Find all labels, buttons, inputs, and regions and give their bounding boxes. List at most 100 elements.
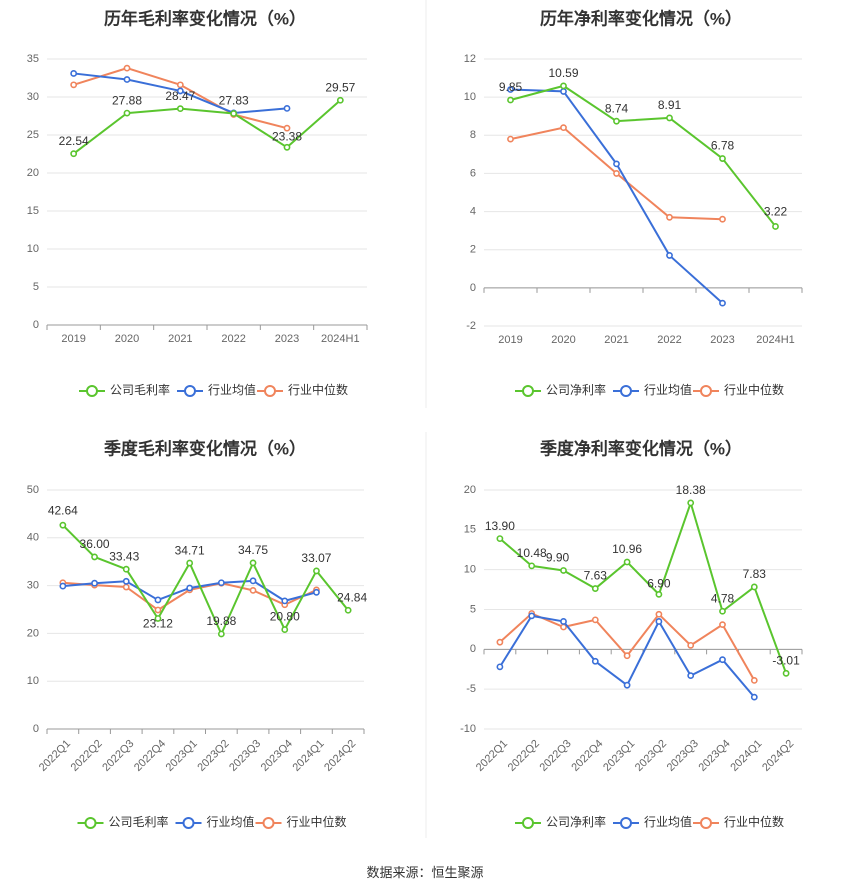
legend-label: 行业均值 [207, 814, 255, 829]
data-label: 24.84 [337, 590, 367, 604]
x-tick-label: 2023Q2 [195, 738, 231, 774]
data-point-industry_avg [613, 160, 620, 168]
x-tick-label: 2022Q2 [506, 738, 542, 774]
data-point-company [623, 558, 631, 566]
data-label: 23.38 [272, 129, 302, 143]
data-point-company [176, 105, 184, 113]
data-point-industry_median [176, 81, 184, 89]
x-tick-label: 2022 [657, 334, 681, 346]
data-point-industry_avg [560, 88, 567, 95]
y-tick-label: 0 [470, 282, 476, 294]
y-tick-label: 5 [33, 281, 39, 293]
x-tick-label: 2023 [710, 334, 734, 346]
data-label: 9.85 [499, 80, 523, 94]
x-tick-label: 2019 [61, 333, 85, 345]
legend-swatch-marker [262, 817, 275, 829]
data-point-industry_median [283, 124, 291, 132]
y-tick-label: 20 [464, 484, 476, 496]
data-point-company [344, 606, 352, 614]
data-label: 27.83 [219, 94, 249, 108]
x-tick-label: 2022Q3 [538, 738, 574, 774]
data-label: 10.96 [612, 542, 642, 556]
data-point-company [336, 96, 344, 104]
data-point-industry_avg [591, 657, 599, 665]
y-tick-label: 10 [464, 564, 476, 576]
data-label: 3.22 [764, 205, 788, 219]
x-tick-label: 2021 [604, 334, 628, 346]
x-tick-label: 2023Q4 [259, 738, 295, 774]
data-point-company [560, 567, 567, 574]
legend-swatch-marker [620, 385, 632, 397]
chart-panel-1: 历年毛利率变化情况（%） 0 5 10 15 20 25 30 35 2019 2020 2021 20… [27, 8, 368, 397]
legend-label: 公司毛利率 [109, 814, 169, 829]
legend-swatch-marker [182, 817, 195, 829]
data-label: 23.12 [143, 617, 173, 631]
data-point-industry_avg [283, 105, 291, 112]
y-tick-label: 0 [470, 643, 476, 655]
legend-item-industry_median: 行业中位数 [255, 814, 347, 829]
legend-swatch-marker [184, 385, 196, 397]
data-label: 8.91 [658, 98, 682, 112]
legend-item-company: 公司净利率 [515, 814, 606, 829]
data-point-company [782, 669, 790, 677]
legend-item-industry_avg: 行业均值 [613, 814, 692, 829]
data-label: 29.57 [325, 80, 355, 94]
data-point-industry_avg [655, 618, 663, 625]
x-tick-label: 2023Q1 [164, 738, 200, 774]
data-point-company [249, 559, 257, 567]
x-tick-label: 2022 [221, 333, 245, 345]
data-label: 7.63 [584, 569, 608, 583]
data-point-company [719, 607, 726, 615]
data-point-industry_median [613, 170, 620, 177]
y-tick-label: 12 [464, 53, 476, 65]
chart-panel-2: 历年净利率变化情况（%） -2 0 2 4 6 8 10 12 2019 2020 2021 2022 2… [464, 8, 803, 397]
legend-swatch-marker [700, 817, 712, 829]
y-tick-label: 30 [27, 91, 39, 103]
x-tick-label: 2022Q4 [132, 738, 168, 774]
legend-label: 行业均值 [644, 814, 692, 829]
legend-swatch-marker [522, 817, 534, 829]
data-point-industry_median [496, 638, 504, 646]
legend-swatch-marker [700, 385, 712, 397]
data-point-industry_avg [59, 582, 67, 590]
data-point-industry_avg [560, 618, 567, 625]
data-point-industry_median [560, 124, 567, 132]
data-label: 7.83 [743, 567, 767, 581]
data-point-company [528, 562, 536, 570]
data-point-company [59, 521, 67, 529]
y-tick-label: -2 [466, 320, 476, 332]
data-label: 8.74 [605, 101, 629, 115]
x-tick-label: 2024Q1 [728, 738, 764, 774]
legend-item-industry_median: 行业中位数 [693, 814, 784, 829]
data-label: 33.43 [109, 549, 139, 563]
data-point-company [281, 626, 289, 633]
legend-label: 公司净利率 [546, 382, 606, 397]
legend: 公司净利率 行业均值 行业中位数 [515, 382, 784, 397]
data-point-company [154, 615, 162, 622]
data-point-industry_median [750, 677, 758, 684]
chart-panel-4: 季度净利率变化情况（%）-10-5051015202022Q12022Q2202… [460, 438, 803, 829]
data-label: 19.88 [206, 614, 236, 628]
data-point-industry_avg [719, 656, 726, 664]
x-tick-label: 2023Q1 [601, 738, 637, 774]
legend-swatch-marker [264, 385, 276, 397]
data-label: 34.71 [175, 543, 205, 557]
data-point-company [230, 110, 238, 117]
legend-label: 行业中位数 [288, 382, 348, 397]
data-point-company [217, 630, 225, 638]
data-point-industry_avg [313, 588, 320, 596]
x-tick-label: 2024Q2 [322, 738, 358, 774]
chart-panel-3: 季度毛利率变化情况（%）010203040502022Q12022Q22022Q… [27, 438, 368, 829]
data-point-company [123, 109, 131, 117]
data-point-company [666, 114, 673, 122]
data-point-industry_median [719, 215, 726, 223]
data-label: 4.78 [711, 591, 735, 605]
data-point-industry_median [687, 641, 695, 649]
data-point-industry_median [719, 621, 726, 629]
data-point-company [591, 585, 599, 592]
data-point-industry_avg [249, 577, 257, 585]
y-tick-label: 0 [33, 319, 39, 331]
data-point-company [772, 223, 779, 230]
x-tick-label: 2022Q3 [100, 738, 136, 774]
x-tick-label: 2024H1 [321, 333, 360, 345]
